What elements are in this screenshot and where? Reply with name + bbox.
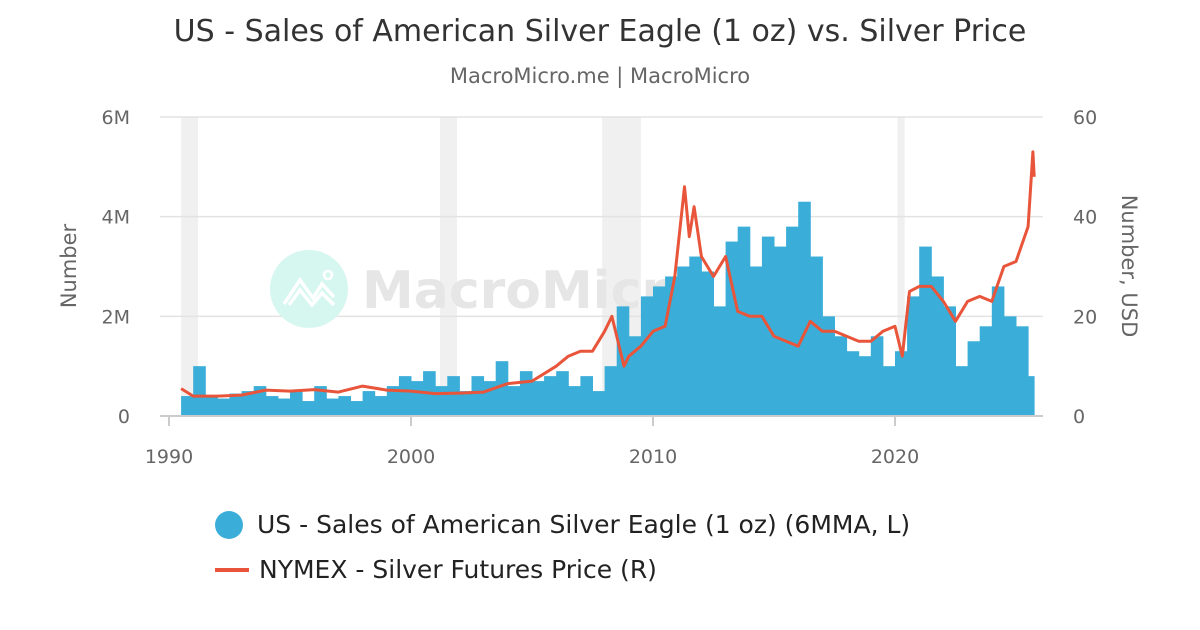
- sales-bar: [241, 391, 255, 416]
- sales-bar: [895, 351, 908, 416]
- sales-bar: [870, 336, 884, 416]
- sales-bar: [290, 391, 303, 416]
- sales-bar: [519, 371, 533, 416]
- y-right-label: Number, USD: [1117, 195, 1141, 338]
- sales-bar: [229, 393, 243, 416]
- y-right-tick-label: 0: [1073, 406, 1085, 428]
- sales-bar: [277, 398, 291, 416]
- sales-bar: [701, 271, 714, 416]
- sales-bar: [314, 386, 327, 416]
- sales-bar: [1003, 316, 1017, 416]
- sales-bar: [265, 396, 279, 416]
- y-left-tick-label: 2M: [102, 306, 130, 328]
- sales-bar: [181, 396, 194, 416]
- sales-bar: [810, 256, 823, 416]
- sales-bar: [374, 396, 388, 416]
- sales-bar: [507, 386, 521, 416]
- sales-bar: [979, 326, 993, 416]
- sales-bar: [943, 306, 956, 416]
- x-tick-label: 1990: [145, 446, 193, 468]
- recession-band: [181, 117, 199, 416]
- sales-bar: [604, 366, 618, 416]
- sales-bar: [556, 371, 569, 416]
- sales-bar: [532, 381, 545, 416]
- sales-bar: [653, 286, 666, 416]
- sales-bar: [967, 341, 981, 416]
- y-right-tick-label: 40: [1073, 207, 1097, 229]
- sales-bar: [955, 366, 969, 416]
- sales-bar: [592, 391, 606, 416]
- sales-bar: [1016, 326, 1029, 416]
- sales-bar: [471, 376, 485, 416]
- sales-bar: [459, 391, 472, 416]
- sales-bar: [350, 401, 364, 416]
- sales-bar: [834, 336, 848, 416]
- sales-bar: [931, 276, 944, 416]
- sales-bar: [846, 351, 860, 416]
- legend-price-label: NYMEX - Silver Futures Price (R): [259, 555, 657, 584]
- sales-bar: [362, 391, 376, 416]
- sales-bar: [991, 286, 1005, 416]
- sales-bar: [217, 398, 230, 416]
- x-tick-label: 2000: [387, 446, 435, 468]
- sales-bar: [725, 241, 739, 416]
- legend-sales-marker: [215, 510, 243, 539]
- chart-subtitle: MacroMicro.me | MacroMicro: [449, 64, 751, 88]
- sales-bar: [495, 361, 509, 416]
- legend-item-price[interactable]: NYMEX - Silver Futures Price (R): [215, 555, 657, 584]
- sales-bar: [205, 396, 218, 416]
- legend-item-sales[interactable]: US - Sales of American Silver Eagle (1 o…: [215, 510, 910, 539]
- sales-bar: [398, 376, 412, 416]
- sales-bar: [1028, 376, 1035, 416]
- sales-bar: [411, 381, 424, 416]
- legend-price-marker: [215, 567, 249, 572]
- y-left-label: Number: [57, 223, 81, 308]
- sales-bar: [447, 376, 460, 416]
- sales-bar: [193, 366, 206, 416]
- sales-bar: [326, 398, 339, 416]
- sales-bar: [253, 386, 267, 416]
- sales-bar: [677, 266, 690, 416]
- y-right-tick-label: 20: [1073, 306, 1097, 328]
- sales-bar: [907, 296, 920, 416]
- price-line: [180, 150, 1036, 398]
- sales-bar: [628, 336, 642, 416]
- sales-bar: [858, 356, 872, 416]
- x-tick-label: 2010: [629, 446, 677, 468]
- y-left-tick-label: 4M: [102, 207, 130, 229]
- sales-bar: [882, 366, 896, 416]
- sales-bar: [302, 401, 315, 416]
- legend-sales-label: US - Sales of American Silver Eagle (1 o…: [257, 510, 911, 539]
- x-tick-label: 2020: [871, 446, 919, 468]
- recession-band: [897, 117, 905, 416]
- recession-band: [440, 117, 457, 416]
- sales-bar: [749, 266, 763, 416]
- watermark: MacroMicro: [270, 250, 703, 328]
- y-left-tick-label: 6M: [102, 107, 130, 129]
- sales-bar: [483, 381, 497, 416]
- sales-bar: [822, 316, 835, 416]
- sales-bar: [640, 296, 654, 416]
- sales-bar: [338, 396, 351, 416]
- sales-bar: [568, 386, 581, 416]
- y-left-tick-label: 0: [118, 406, 130, 428]
- sales-bar: [774, 246, 787, 416]
- sales-bar: [689, 256, 702, 416]
- sales-bar: [919, 246, 932, 416]
- chart-title: US - Sales of American Silver Eagle (1 o…: [173, 14, 1027, 49]
- sales-bar: [435, 386, 448, 416]
- sales-bar: [786, 226, 799, 416]
- sales-bar: [713, 306, 727, 416]
- sales-bar: [386, 386, 400, 416]
- sales-bar: [580, 376, 593, 416]
- sales-bar: [737, 226, 751, 416]
- sales-bar: [798, 201, 811, 416]
- y-right-tick-label: 60: [1073, 107, 1097, 129]
- sales-bar: [544, 376, 557, 416]
